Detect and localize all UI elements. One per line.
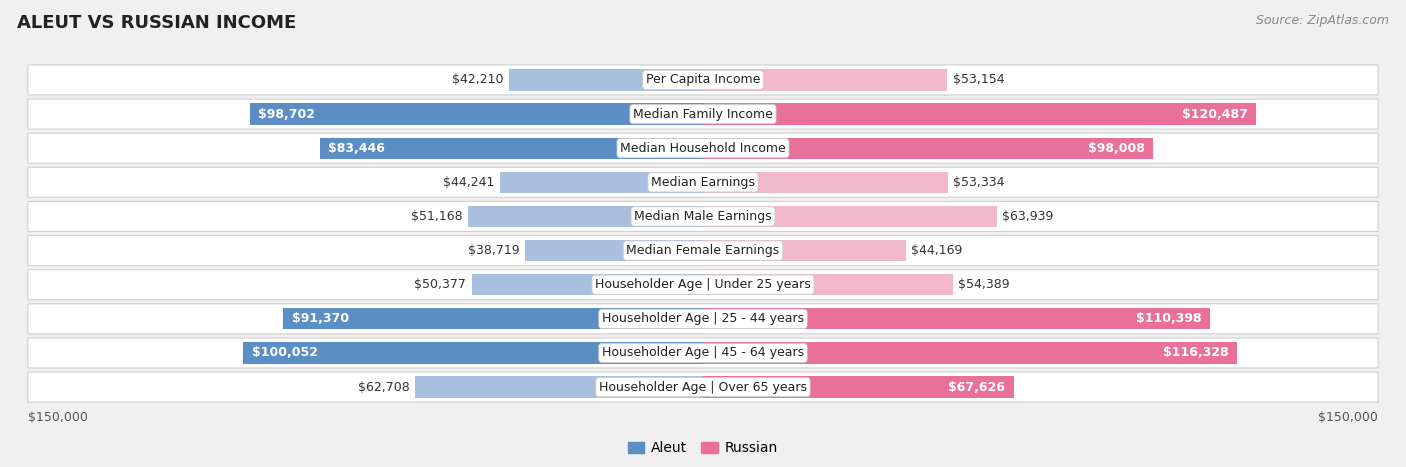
Text: $62,708: $62,708: [357, 381, 409, 394]
Text: $98,702: $98,702: [257, 107, 315, 120]
FancyBboxPatch shape: [28, 201, 1378, 232]
Bar: [703, 69, 948, 91]
Text: Median Female Earnings: Median Female Earnings: [627, 244, 779, 257]
FancyBboxPatch shape: [28, 338, 1378, 368]
FancyBboxPatch shape: [28, 167, 1378, 198]
Text: $120,487: $120,487: [1182, 107, 1249, 120]
Bar: [703, 104, 1257, 125]
Bar: [243, 342, 703, 363]
Text: Median Earnings: Median Earnings: [651, 176, 755, 189]
Text: Median Household Income: Median Household Income: [620, 142, 786, 155]
Bar: [703, 274, 953, 295]
Text: $98,008: $98,008: [1088, 142, 1144, 155]
Text: $51,168: $51,168: [411, 210, 463, 223]
Bar: [499, 172, 703, 193]
Text: Median Male Earnings: Median Male Earnings: [634, 210, 772, 223]
Bar: [703, 138, 1153, 159]
Bar: [468, 206, 703, 227]
Text: Median Family Income: Median Family Income: [633, 107, 773, 120]
Bar: [319, 138, 703, 159]
Text: $67,626: $67,626: [949, 381, 1005, 394]
Bar: [703, 376, 1014, 398]
Text: $44,169: $44,169: [911, 244, 963, 257]
Bar: [284, 308, 703, 329]
Bar: [471, 274, 703, 295]
Text: $150,000: $150,000: [28, 411, 87, 424]
Bar: [415, 376, 703, 398]
FancyBboxPatch shape: [28, 235, 1378, 266]
FancyBboxPatch shape: [28, 304, 1378, 334]
Bar: [703, 172, 948, 193]
FancyBboxPatch shape: [28, 133, 1378, 163]
Text: $100,052: $100,052: [252, 347, 318, 360]
Text: $150,000: $150,000: [1319, 411, 1378, 424]
FancyBboxPatch shape: [28, 99, 1378, 129]
Text: $53,154: $53,154: [953, 73, 1004, 86]
Bar: [250, 104, 703, 125]
Text: $50,377: $50,377: [415, 278, 467, 291]
Text: $54,389: $54,389: [959, 278, 1010, 291]
Text: Householder Age | 45 - 64 years: Householder Age | 45 - 64 years: [602, 347, 804, 360]
Text: $83,446: $83,446: [328, 142, 385, 155]
Text: $53,334: $53,334: [953, 176, 1005, 189]
Bar: [509, 69, 703, 91]
Text: $116,328: $116,328: [1163, 347, 1229, 360]
FancyBboxPatch shape: [28, 269, 1378, 300]
Legend: Aleut, Russian: Aleut, Russian: [623, 436, 783, 461]
Text: ALEUT VS RUSSIAN INCOME: ALEUT VS RUSSIAN INCOME: [17, 14, 297, 32]
Bar: [703, 342, 1237, 363]
Bar: [526, 240, 703, 261]
Text: $38,719: $38,719: [468, 244, 520, 257]
Text: Householder Age | 25 - 44 years: Householder Age | 25 - 44 years: [602, 312, 804, 325]
Text: $63,939: $63,939: [1002, 210, 1053, 223]
Text: $91,370: $91,370: [291, 312, 349, 325]
Text: Householder Age | Under 25 years: Householder Age | Under 25 years: [595, 278, 811, 291]
Text: $42,210: $42,210: [453, 73, 503, 86]
Text: Per Capita Income: Per Capita Income: [645, 73, 761, 86]
Text: Source: ZipAtlas.com: Source: ZipAtlas.com: [1256, 14, 1389, 27]
Bar: [703, 240, 905, 261]
Text: $110,398: $110,398: [1136, 312, 1202, 325]
FancyBboxPatch shape: [28, 65, 1378, 95]
Text: $44,241: $44,241: [443, 176, 495, 189]
FancyBboxPatch shape: [28, 372, 1378, 402]
Bar: [703, 206, 997, 227]
Text: Householder Age | Over 65 years: Householder Age | Over 65 years: [599, 381, 807, 394]
Bar: [703, 308, 1211, 329]
